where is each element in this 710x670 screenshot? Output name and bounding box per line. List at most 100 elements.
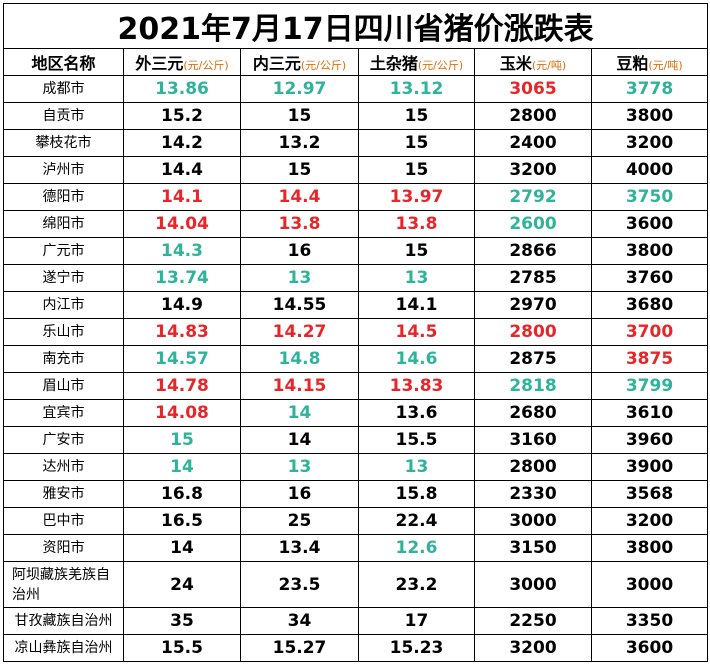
- waisanyuan-cell: 14.4: [123, 156, 241, 184]
- neisanyuan-cell: 13.2: [240, 129, 359, 157]
- table-row: 眉山市 14.78 14.15 13.83 2818 3799: [3, 372, 709, 400]
- header-neisanyuan: 内三元(元/公斤): [240, 48, 359, 76]
- waisanyuan-cell: 14: [123, 453, 241, 481]
- corn-cell: 2818: [474, 372, 592, 400]
- corn-cell: 2875: [474, 345, 592, 373]
- header-unit: (元/公斤): [417, 59, 464, 72]
- soymeal-cell: 3800: [590, 534, 709, 562]
- neisanyuan-cell: 14.4: [240, 183, 359, 211]
- region-cell: 宜宾市: [3, 399, 124, 427]
- header-label: 玉米: [499, 54, 532, 73]
- table-row: 泸州市 14.4 15 15 3200 4000: [3, 156, 709, 184]
- table-row: 内江市 14.9 14.55 14.1 2970 3680: [3, 291, 709, 319]
- region-cell: 攀枝花市: [3, 129, 124, 157]
- header-label: 地区名称: [31, 54, 96, 73]
- region-cell: 自贡市: [3, 102, 124, 130]
- header-waisanyuan: 外三元(元/公斤): [123, 48, 241, 76]
- table-row: 凉山彝族自治州 15.5 15.27 15.23 3200 3600: [3, 634, 709, 662]
- soymeal-cell: 3200: [590, 507, 709, 535]
- soymeal-cell: 3750: [590, 183, 709, 211]
- table-row: 广元市 14.3 16 15 2866 3800: [3, 237, 709, 265]
- waisanyuan-cell: 13.74: [123, 264, 241, 292]
- waisanyuan-cell: 16.8: [123, 480, 241, 508]
- soymeal-cell: 4000: [590, 156, 709, 184]
- region-cell: 雅安市: [3, 480, 124, 508]
- tuzazhu-cell: 13.12: [358, 75, 475, 103]
- corn-cell: 3000: [474, 507, 592, 535]
- corn-cell: 2800: [474, 102, 592, 130]
- neisanyuan-cell: 13.4: [240, 534, 359, 562]
- header-label: 豆粕: [616, 54, 649, 73]
- corn-cell: 2800: [474, 453, 592, 481]
- region-cell: 达州市: [3, 453, 124, 481]
- header-unit: (元/公斤): [183, 59, 229, 72]
- waisanyuan-cell: 14.08: [123, 399, 241, 427]
- tuzazhu-cell: 15: [358, 237, 475, 265]
- region-cell: 凉山彝族自治州: [3, 634, 124, 662]
- soymeal-cell: 3799: [590, 372, 709, 400]
- corn-cell: 2250: [474, 607, 592, 635]
- waisanyuan-cell: 14.57: [123, 345, 241, 373]
- header-unit: (元/吨): [648, 59, 683, 72]
- tuzazhu-cell: 14.5: [358, 318, 475, 346]
- waisanyuan-cell: 14: [123, 534, 241, 562]
- soymeal-cell: 3000: [590, 561, 709, 608]
- tuzazhu-cell: 17: [358, 607, 475, 635]
- corn-cell: 2680: [474, 399, 592, 427]
- soymeal-cell: 3960: [590, 426, 709, 454]
- title-row: 2021年7月17日四川省猪价涨跌表: [2, 3, 709, 49]
- table-row: 遂宁市 13.74 13 13 2785 3760: [3, 264, 709, 292]
- neisanyuan-cell: 13: [240, 453, 359, 481]
- soymeal-cell: 3600: [590, 210, 709, 238]
- table-row: 宜宾市 14.08 14 13.6 2680 3610: [3, 399, 709, 427]
- table-row: 攀枝花市 14.2 13.2 15 2400 3200: [3, 129, 709, 157]
- neisanyuan-cell: 12.97: [240, 75, 359, 103]
- tuzazhu-cell: 15: [358, 156, 475, 184]
- waisanyuan-cell: 14.78: [123, 372, 241, 400]
- soymeal-cell: 3680: [590, 291, 709, 319]
- waisanyuan-cell: 13.86: [123, 75, 241, 103]
- corn-cell: 2400: [474, 129, 592, 157]
- table-row: 成都市 13.86 12.97 13.12 3065 3778: [3, 75, 709, 103]
- region-cell: 泸州市: [3, 156, 124, 184]
- tuzazhu-cell: 13.8: [358, 210, 475, 238]
- header-unit: (元/公斤): [300, 59, 347, 72]
- region-cell: 广元市: [3, 237, 124, 265]
- corn-cell: 3200: [474, 634, 592, 662]
- neisanyuan-cell: 14.15: [240, 372, 359, 400]
- neisanyuan-cell: 15: [240, 156, 359, 184]
- price-table: 2021年7月17日四川省猪价涨跌表 地区名称 外三元(元/公斤) 内三元(元/…: [2, 3, 709, 662]
- table-row: 广安市 15 14 15.5 3160 3960: [3, 426, 709, 454]
- neisanyuan-cell: 14.55: [240, 291, 359, 319]
- soymeal-cell: 3610: [590, 399, 709, 427]
- corn-cell: 3160: [474, 426, 592, 454]
- tuzazhu-cell: 13.97: [358, 183, 475, 211]
- corn-cell: 3200: [474, 156, 592, 184]
- soymeal-cell: 3600: [590, 634, 709, 662]
- soymeal-cell: 3568: [590, 480, 709, 508]
- soymeal-cell: 3700: [590, 318, 709, 346]
- header-region: 地区名称: [3, 48, 124, 76]
- tuzazhu-cell: 14.6: [358, 345, 475, 373]
- neisanyuan-cell: 16: [240, 480, 359, 508]
- waisanyuan-cell: 24: [123, 561, 241, 608]
- neisanyuan-cell: 25: [240, 507, 359, 535]
- table-row: 雅安市 16.8 16 15.8 2330 3568: [3, 480, 709, 508]
- soymeal-cell: 3800: [590, 102, 709, 130]
- waisanyuan-cell: 14.83: [123, 318, 241, 346]
- soymeal-cell: 3200: [590, 129, 709, 157]
- waisanyuan-cell: 15: [123, 426, 241, 454]
- table-row: 达州市 14 13 13 2800 3900: [3, 453, 709, 481]
- soymeal-cell: 3875: [590, 345, 709, 373]
- tuzazhu-cell: 12.6: [358, 534, 475, 562]
- waisanyuan-cell: 14.9: [123, 291, 241, 319]
- soymeal-cell: 3760: [590, 264, 709, 292]
- tuzazhu-cell: 15: [358, 129, 475, 157]
- tuzazhu-cell: 22.4: [358, 507, 475, 535]
- header-row: 地区名称 外三元(元/公斤) 内三元(元/公斤) 土杂猪(元/公斤) 玉米(元/…: [3, 48, 709, 76]
- region-cell: 乐山市: [3, 318, 124, 346]
- table-row: 自贡市 15.2 15 15 2800 3800: [3, 102, 709, 130]
- soymeal-cell: 3778: [590, 75, 709, 103]
- corn-cell: 3150: [474, 534, 592, 562]
- tuzazhu-cell: 13: [358, 264, 475, 292]
